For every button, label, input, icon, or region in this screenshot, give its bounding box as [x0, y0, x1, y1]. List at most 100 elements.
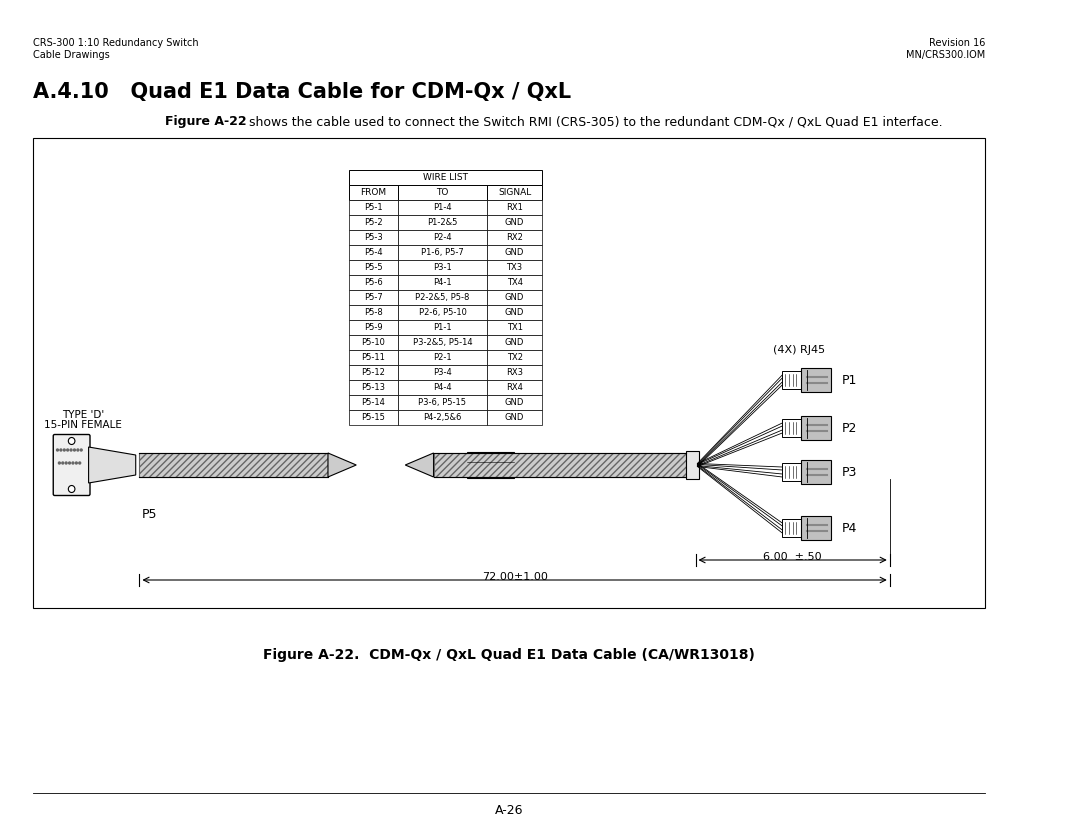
- Text: P5-15: P5-15: [362, 413, 386, 422]
- Text: TO: TO: [436, 188, 448, 197]
- Bar: [487, 245, 542, 260]
- Polygon shape: [328, 453, 356, 477]
- Bar: [487, 320, 542, 335]
- Text: P3: P3: [841, 465, 858, 479]
- Bar: [397, 395, 487, 410]
- Bar: [397, 200, 487, 215]
- Text: P5-12: P5-12: [362, 368, 386, 377]
- Bar: [487, 215, 542, 230]
- Text: P5-10: P5-10: [362, 338, 386, 347]
- Text: GND: GND: [505, 338, 524, 347]
- Bar: [397, 275, 487, 290]
- Text: P5-2: P5-2: [364, 218, 382, 227]
- Bar: [487, 260, 542, 275]
- Text: SIGNAL: SIGNAL: [498, 188, 531, 197]
- Text: P3-6, P5-15: P3-6, P5-15: [418, 398, 467, 407]
- Text: RX1: RX1: [507, 203, 523, 212]
- Text: P1: P1: [841, 374, 858, 386]
- Text: RX3: RX3: [507, 368, 523, 377]
- Text: GND: GND: [505, 308, 524, 317]
- Bar: [349, 185, 397, 200]
- Bar: [397, 305, 487, 320]
- Bar: [139, 453, 328, 477]
- Bar: [782, 371, 801, 389]
- Bar: [487, 380, 542, 395]
- Text: 15-PIN FEMALE: 15-PIN FEMALE: [44, 420, 122, 430]
- Bar: [349, 200, 397, 215]
- Text: P2-6, P5-10: P2-6, P5-10: [419, 308, 467, 317]
- Bar: [349, 170, 542, 185]
- Text: P5-8: P5-8: [364, 308, 382, 317]
- Text: TX3: TX3: [507, 263, 523, 272]
- Text: P5-3: P5-3: [364, 233, 382, 242]
- Text: RX4: RX4: [507, 383, 523, 392]
- Text: P5-14: P5-14: [362, 398, 386, 407]
- Bar: [782, 463, 801, 481]
- Bar: [397, 215, 487, 230]
- Bar: [801, 516, 832, 540]
- Bar: [349, 410, 397, 425]
- Circle shape: [80, 449, 82, 451]
- Text: P4-1: P4-1: [433, 278, 451, 287]
- Circle shape: [73, 449, 76, 451]
- Text: Revision 16: Revision 16: [929, 38, 985, 48]
- Circle shape: [76, 462, 78, 464]
- Text: Cable Drawings: Cable Drawings: [33, 50, 110, 60]
- Text: P3-2&5, P5-14: P3-2&5, P5-14: [413, 338, 472, 347]
- Text: TYPE 'D': TYPE 'D': [62, 410, 104, 420]
- Text: GND: GND: [505, 248, 524, 257]
- Bar: [397, 380, 487, 395]
- Text: P5-7: P5-7: [364, 293, 382, 302]
- Text: GND: GND: [505, 218, 524, 227]
- Bar: [349, 380, 397, 395]
- Text: P4-2,5&6: P4-2,5&6: [423, 413, 461, 422]
- Bar: [397, 230, 487, 245]
- FancyBboxPatch shape: [53, 435, 90, 495]
- Bar: [801, 460, 832, 484]
- Bar: [487, 350, 542, 365]
- Circle shape: [56, 449, 58, 451]
- Text: WIRE LIST: WIRE LIST: [423, 173, 468, 182]
- Bar: [349, 275, 397, 290]
- Text: 72.00±1.00: 72.00±1.00: [482, 572, 548, 582]
- Text: Figure A-22.  CDM-Qx / QxL Quad E1 Data Cable (CA/WR13018): Figure A-22. CDM-Qx / QxL Quad E1 Data C…: [264, 648, 755, 662]
- Bar: [397, 365, 487, 380]
- Bar: [397, 185, 487, 200]
- Bar: [349, 395, 397, 410]
- Circle shape: [77, 449, 79, 451]
- Text: GND: GND: [505, 413, 524, 422]
- Text: P5-9: P5-9: [364, 323, 382, 332]
- Bar: [397, 290, 487, 305]
- Circle shape: [60, 449, 62, 451]
- Bar: [33, 138, 985, 608]
- Bar: [487, 395, 542, 410]
- Text: MN/CRS300.IOM: MN/CRS300.IOM: [906, 50, 985, 60]
- Text: P1-2&5: P1-2&5: [428, 218, 458, 227]
- Circle shape: [69, 462, 70, 464]
- Text: P5: P5: [141, 508, 157, 521]
- Text: RX2: RX2: [507, 233, 523, 242]
- Bar: [487, 305, 542, 320]
- Bar: [349, 350, 397, 365]
- Text: P3-1: P3-1: [433, 263, 451, 272]
- Bar: [349, 335, 397, 350]
- Circle shape: [79, 462, 81, 464]
- Bar: [397, 410, 487, 425]
- Text: P4: P4: [841, 521, 858, 535]
- Bar: [349, 260, 397, 275]
- Bar: [487, 230, 542, 245]
- Bar: [349, 245, 397, 260]
- Bar: [397, 245, 487, 260]
- Text: P2-2&5, P5-8: P2-2&5, P5-8: [416, 293, 470, 302]
- Bar: [397, 335, 487, 350]
- Bar: [467, 452, 514, 478]
- Bar: [397, 350, 487, 365]
- Circle shape: [72, 462, 73, 464]
- Text: TX4: TX4: [507, 278, 523, 287]
- Bar: [487, 410, 542, 425]
- Bar: [349, 365, 397, 380]
- Text: P1-4: P1-4: [433, 203, 451, 212]
- Bar: [487, 185, 542, 200]
- Text: Figure A-22: Figure A-22: [165, 115, 246, 128]
- Bar: [801, 368, 832, 392]
